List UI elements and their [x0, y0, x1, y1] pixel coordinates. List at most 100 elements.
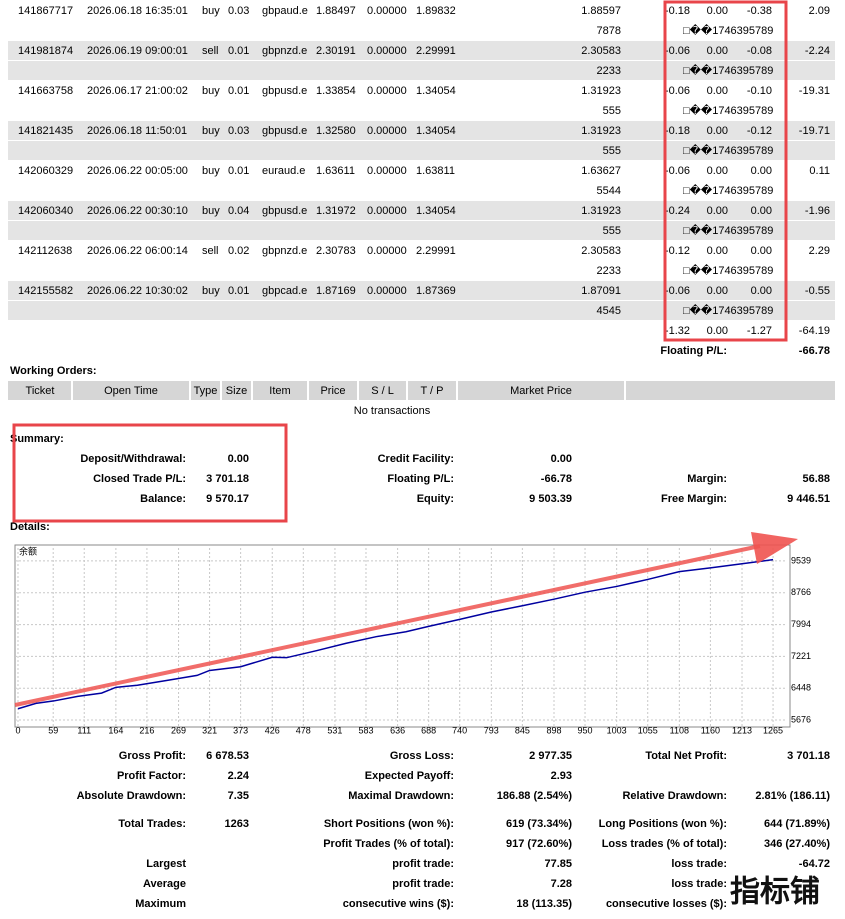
cell-market-price: 1.88597 — [581, 5, 621, 17]
value: 9 570.17 — [206, 493, 249, 505]
total-taxes: 0.00 — [707, 325, 728, 337]
x-tick-label: 59 — [48, 725, 58, 735]
cell-type: sell — [202, 245, 219, 257]
cell-comment: □��1746395789 — [683, 23, 773, 37]
y-tick-label: 6448 — [791, 683, 811, 693]
row-shade — [8, 281, 835, 300]
label: Loss trades (% of total): — [602, 838, 727, 850]
cell-commission: -0.06 — [665, 165, 690, 177]
cell-item: gbpusd.e — [262, 85, 307, 97]
value: 0.00 — [551, 453, 572, 465]
value: 7.35 — [228, 790, 249, 802]
x-tick-label: 426 — [265, 725, 280, 735]
header-row — [8, 381, 835, 400]
label: Equity: — [417, 493, 454, 505]
cell-comment: □��1746395789 — [683, 263, 773, 277]
cell-sl: 0.00000 — [367, 205, 407, 217]
cell-sl: 0.00000 — [367, 285, 407, 297]
x-tick-label: 1213 — [732, 725, 752, 735]
cell-tp: 2.29991 — [416, 45, 456, 57]
x-tick-label: 164 — [108, 725, 123, 735]
label: Maximal Drawdown: — [348, 790, 454, 802]
cell-ticket: 142060329 — [18, 165, 73, 177]
cell-commission: -0.12 — [665, 245, 690, 257]
y-tick-label: 7221 — [791, 651, 811, 661]
cell-profit: -2.24 — [805, 45, 830, 57]
cell-item: gbpusd.e — [262, 125, 307, 137]
y-tick-label: 5676 — [791, 714, 811, 724]
cell-sl: 0.00000 — [367, 45, 407, 57]
x-tick-label: 373 — [233, 725, 248, 735]
cell-open-time: 2026.06.22 06:00:14 — [87, 245, 188, 257]
total-swap: -1.27 — [747, 325, 772, 337]
label: Margin: — [687, 473, 727, 485]
cell-market-price: 2233 — [597, 265, 621, 277]
cell-swap: 0.00 — [751, 285, 772, 297]
cell-market-price: 4545 — [597, 305, 621, 317]
x-tick-label: 0 — [15, 725, 20, 735]
x-tick-label: 1003 — [607, 725, 627, 735]
x-tick-label: 898 — [546, 725, 561, 735]
label: Profit Trades (% of total): — [323, 838, 454, 850]
cell-tp: 1.34054 — [416, 85, 456, 97]
cell-tp: 2.29991 — [416, 245, 456, 257]
cell-sl: 0.00000 — [367, 245, 407, 257]
label: Long Positions (won %): — [599, 818, 727, 830]
value: 1263 — [225, 818, 249, 830]
cell-profit: 2.29 — [809, 245, 830, 257]
cell-item: gbpnzd.e — [262, 245, 307, 257]
cell-tp: 1.63811 — [416, 165, 455, 177]
cell-profit: -19.71 — [799, 125, 830, 137]
cell-ticket: 141821435 — [18, 125, 73, 137]
cell-tp: 1.87369 — [416, 285, 456, 297]
value: 0.00 — [228, 453, 249, 465]
value: 2.24 — [228, 770, 250, 782]
x-tick-label: 1265 — [763, 725, 783, 735]
cell-type: buy — [202, 85, 220, 97]
cell-commission: -0.18 — [665, 5, 690, 17]
total-commission: -1.32 — [665, 325, 690, 337]
cell-type: sell — [202, 45, 219, 57]
cell-price: 1.32580 — [316, 125, 356, 137]
cell-comment: □��1746395789 — [683, 103, 773, 117]
row-shade — [8, 61, 835, 80]
cell-price: 1.31972 — [316, 205, 356, 217]
header-cell: T / P — [420, 385, 443, 397]
cell-comment: □��1746395789 — [683, 143, 773, 157]
cell-market-price: 2.30583 — [581, 45, 621, 57]
value: 3 701.18 — [206, 473, 249, 485]
x-tick-label: 740 — [452, 725, 467, 735]
row-shade — [8, 141, 835, 160]
header-cell: Market Price — [510, 385, 572, 397]
cell-comment: □��1746395789 — [683, 223, 773, 237]
label: Absolute Drawdown: — [77, 790, 186, 802]
empty-text: No transactions — [354, 405, 431, 417]
row-shade — [8, 41, 835, 60]
cell-swap: 0.00 — [751, 165, 772, 177]
cell-market-price: 5544 — [597, 185, 621, 197]
cell-taxes: 0.00 — [707, 5, 728, 17]
label: loss trade: — [671, 878, 727, 890]
cell-ticket: 142060340 — [18, 205, 73, 217]
cell-profit: 0.11 — [809, 165, 830, 177]
cell-size: 0.01 — [228, 165, 249, 177]
label: Short Positions (won %): — [324, 818, 454, 830]
cell-sl: 0.00000 — [367, 85, 407, 97]
label: Floating P/L: — [387, 473, 454, 485]
cell-comment: □��1746395789 — [683, 183, 773, 197]
cell-taxes: 0.00 — [707, 245, 728, 257]
label: Largest — [146, 858, 186, 870]
cell-taxes: 0.00 — [707, 205, 728, 217]
x-tick-label: 321 — [202, 725, 217, 735]
cell-market-price: 555 — [603, 145, 621, 157]
cell-type: buy — [202, 205, 220, 217]
cell-open-time: 2026.06.17 21:00:02 — [87, 85, 188, 97]
header-cell: S / L — [371, 385, 394, 397]
cell-type: buy — [202, 285, 220, 297]
x-tick-label: 216 — [139, 725, 154, 735]
label: consecutive losses ($): — [606, 898, 727, 910]
value: 9 446.51 — [787, 493, 830, 505]
value: 77.85 — [544, 858, 572, 870]
arrow-head — [751, 532, 798, 564]
cell-commission: -0.24 — [665, 205, 690, 217]
